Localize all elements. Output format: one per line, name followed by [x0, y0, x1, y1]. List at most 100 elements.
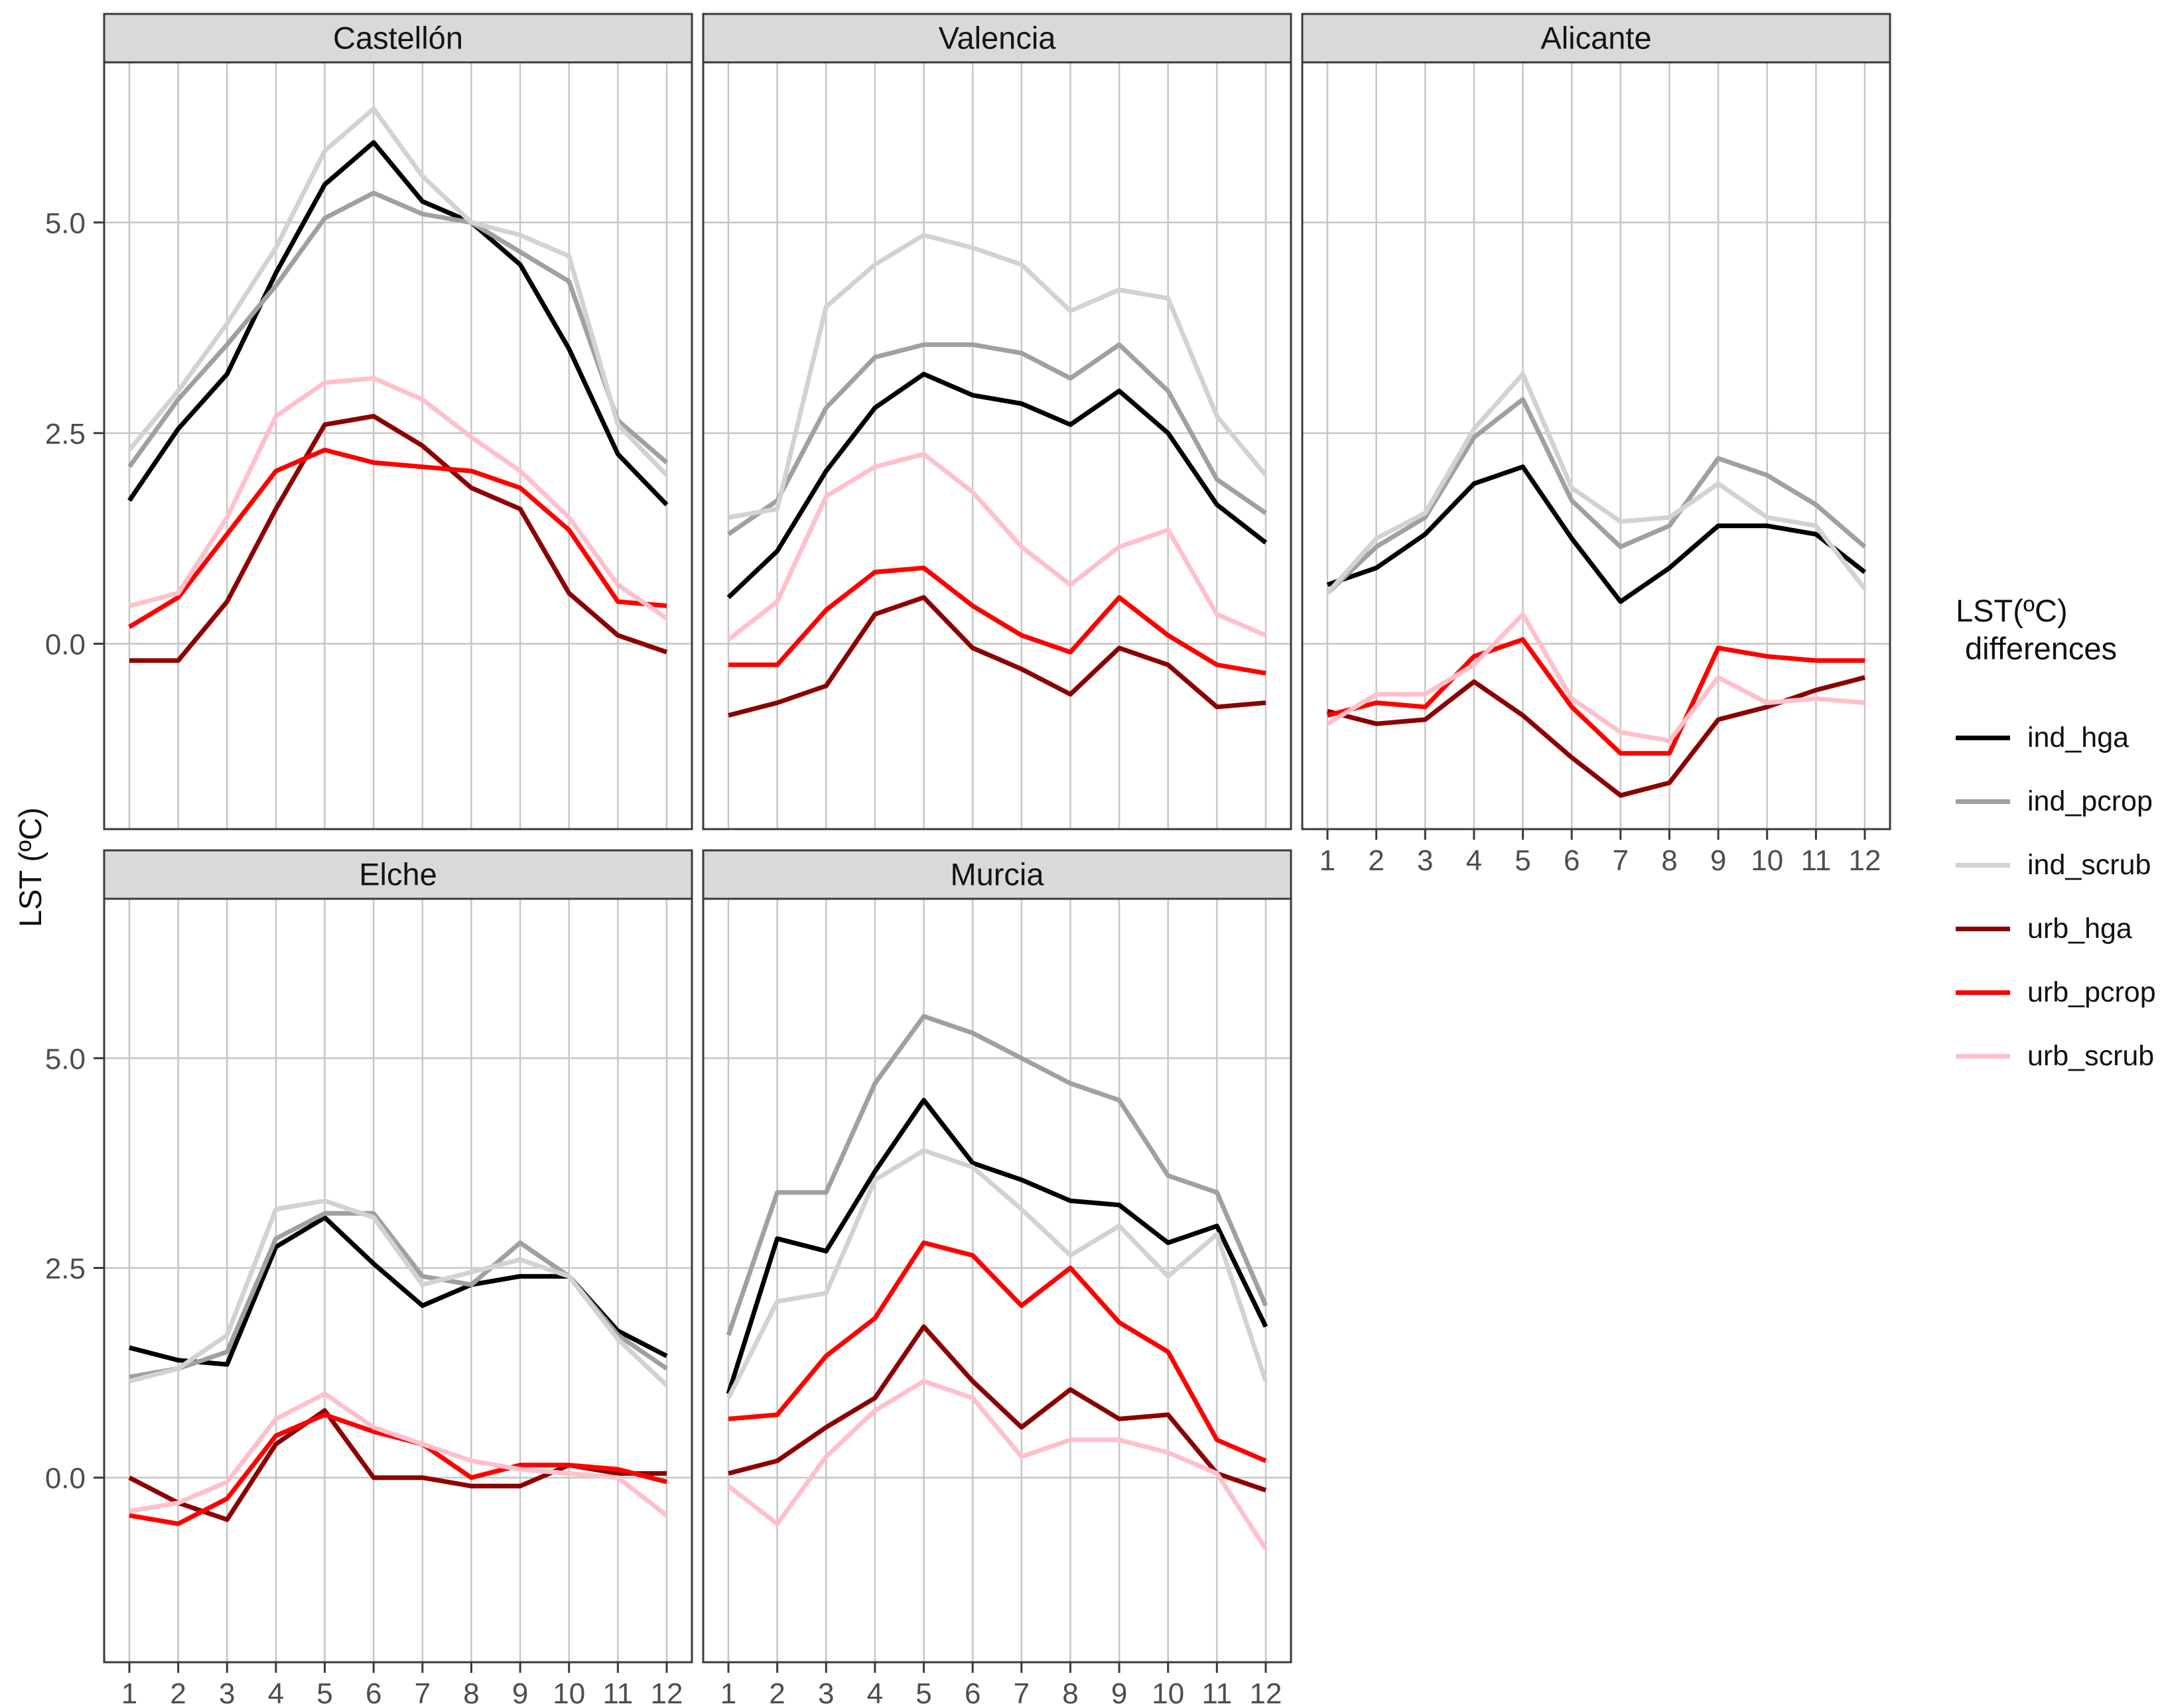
x-tick-label: 8	[463, 1677, 479, 1708]
line-swatch-icon	[1956, 799, 2010, 805]
series-line-urb_scrub	[726, 1378, 1268, 1551]
x-tick-label: 7	[415, 1677, 431, 1708]
series-line-ind_scrub	[127, 106, 669, 477]
x-tick-label: 12	[651, 1677, 683, 1708]
series-line-ind_scrub	[728, 232, 1268, 520]
facet-title: Castellón	[333, 21, 463, 56]
x-tick-label: 3	[219, 1677, 235, 1708]
series-line-urb_pcrop	[728, 1240, 1267, 1463]
legend-item-label: ind_hga	[2027, 722, 2130, 754]
x-tick-label: 1	[121, 1677, 137, 1708]
legend-title-line2: differences	[1965, 631, 2118, 667]
legend-item-label: urb_hga	[2027, 913, 2132, 945]
panel-border	[103, 61, 693, 830]
facet-strip	[103, 13, 693, 64]
x-tick-label: 11	[603, 1677, 634, 1708]
series-line-urb_pcrop	[1327, 637, 1865, 756]
series-line-urb_pcrop	[128, 447, 667, 629]
x-tick-label: 6	[965, 1677, 981, 1708]
y-tick-label: 5.0	[45, 1043, 86, 1075]
facet-strip	[702, 13, 1292, 64]
line-swatch-icon	[1956, 863, 2010, 868]
y-tick-label: 5.0	[45, 207, 86, 239]
legend-items: ind_hga ind_pcrop ind_scrub urb_hga urb_…	[1956, 706, 2164, 1088]
x-tick-label: 10	[1751, 844, 1783, 877]
x-tick-label: 11	[1801, 844, 1832, 877]
y-axis-title: LST (ºC)	[13, 807, 48, 927]
x-tick-label: 6	[366, 1677, 381, 1708]
x-tick-label: 4	[867, 1677, 883, 1708]
facet-strip	[702, 849, 1292, 900]
legend-title: LST(ºC) differences	[1956, 592, 2164, 668]
y-tick-label: 0.0	[45, 629, 86, 661]
facet-strip	[1301, 13, 1891, 64]
legend-item-ind_scrub: ind_scrub	[1956, 834, 2164, 897]
y-tick-label: 2.5	[45, 1253, 86, 1285]
facet-strip	[103, 849, 693, 900]
line-swatch-icon	[1956, 1054, 2010, 1059]
series-line-ind_pcrop	[726, 1014, 1268, 1336]
x-tick-label: 4	[268, 1677, 284, 1708]
x-tick-label: 5	[1515, 844, 1530, 877]
series-line-ind_scrub	[726, 1148, 1268, 1400]
x-tick-label: 1	[720, 1677, 736, 1708]
series-line-urb_hga	[129, 414, 668, 663]
legend-item-ind_hga: ind_hga	[1956, 706, 2164, 770]
facet-title: Alicante	[1540, 21, 1651, 56]
series-line-urb_scrub	[129, 1391, 669, 1518]
series-line-ind_pcrop	[1325, 397, 1867, 595]
legend-item-label: urb_scrub	[2027, 1040, 2155, 1073]
facet-title: Elche	[359, 857, 437, 892]
series-line-urb_pcrop	[728, 565, 1266, 676]
x-tick-label: 2	[769, 1677, 785, 1708]
facet-panel-valencia: Valencia	[702, 13, 1292, 830]
x-tick-label: 10	[553, 1677, 585, 1708]
series-line-urb_scrub	[1326, 612, 1865, 744]
legend: LST(ºC) differences ind_hga ind_pcrop in…	[1956, 592, 2164, 1088]
x-tick-label: 7	[1613, 844, 1629, 877]
legend-item-urb_pcrop: urb_pcrop	[1956, 961, 2164, 1025]
x-tick-label: 8	[1661, 844, 1677, 877]
x-tick-label: 8	[1062, 1677, 1078, 1708]
series-line-ind_scrub	[129, 1198, 669, 1388]
series-line-ind_hga	[129, 1215, 668, 1367]
x-tick-label: 5	[915, 1677, 931, 1708]
legend-item-ind_pcrop: ind_pcrop	[1956, 770, 2164, 834]
series-line-urb_scrub	[726, 452, 1267, 641]
line-swatch-icon	[1956, 736, 2010, 741]
y-tick-label: 2.5	[45, 418, 86, 450]
series-line-urb_hga	[728, 595, 1266, 718]
line-swatch-icon	[1956, 990, 2010, 996]
x-tick-label: 3	[1417, 844, 1433, 877]
legend-item-label: ind_pcrop	[2027, 785, 2153, 818]
series-line-ind_pcrop	[127, 190, 669, 468]
x-tick-label: 9	[1710, 844, 1726, 877]
facet-title: Murcia	[950, 857, 1044, 892]
x-tick-label: 1	[1319, 844, 1335, 877]
x-tick-label: 10	[1152, 1677, 1184, 1708]
panel-border	[103, 897, 693, 1664]
series-line-ind_pcrop	[727, 342, 1267, 537]
x-tick-label: 6	[1564, 844, 1580, 877]
x-tick-label: 2	[1368, 844, 1384, 877]
x-tick-label: 5	[316, 1677, 332, 1708]
legend-item-urb_hga: urb_hga	[1956, 897, 2164, 961]
facet-panel-castellon: Castellón 5.0 2.5 0.0	[45, 13, 693, 830]
series-line-ind_scrub	[1325, 371, 1867, 595]
y-tick-label: 0.0	[45, 1463, 86, 1495]
series-line-ind_hga	[726, 371, 1268, 600]
x-tick-label: 11	[1202, 1677, 1233, 1708]
legend-item-label: ind_scrub	[2027, 849, 2151, 882]
series-line-ind_hga	[127, 140, 669, 507]
x-tick-label: 9	[1111, 1677, 1127, 1708]
x-tick-label: 4	[1466, 844, 1482, 877]
x-tick-label: 9	[512, 1677, 528, 1708]
facet-title: Valencia	[939, 21, 1057, 56]
series-line-ind_hga	[1326, 464, 1867, 604]
series-line-ind_hga	[726, 1098, 1268, 1395]
x-tick-label: 3	[818, 1677, 834, 1708]
